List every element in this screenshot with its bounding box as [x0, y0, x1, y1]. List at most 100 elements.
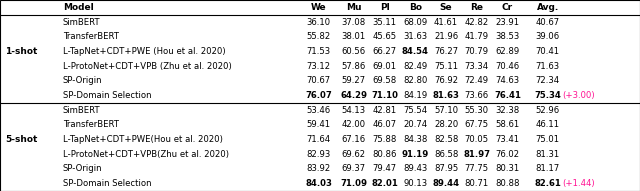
Text: 73.12: 73.12: [307, 62, 331, 71]
Text: 28.20: 28.20: [434, 120, 458, 129]
Text: Bo: Bo: [409, 3, 422, 12]
Text: 67.75: 67.75: [465, 120, 489, 129]
Text: 36.10: 36.10: [307, 18, 331, 27]
Text: 46.07: 46.07: [372, 120, 397, 129]
Text: Re: Re: [470, 3, 483, 12]
Text: 32.38: 32.38: [495, 106, 520, 115]
Text: 23.91: 23.91: [495, 18, 520, 27]
Text: 62.89: 62.89: [495, 47, 520, 56]
Text: 71.10: 71.10: [371, 91, 398, 100]
Text: We: We: [311, 3, 326, 12]
Text: 31.63: 31.63: [403, 32, 428, 41]
Text: 81.31: 81.31: [536, 150, 560, 159]
Text: 5-shot: 5-shot: [5, 135, 38, 144]
Text: 76.41: 76.41: [494, 91, 521, 100]
Text: 71.09: 71.09: [340, 179, 367, 188]
Text: Se: Se: [440, 3, 452, 12]
Text: Pl: Pl: [380, 3, 390, 12]
Text: 81.17: 81.17: [536, 164, 560, 173]
Text: 55.30: 55.30: [465, 106, 489, 115]
Text: 81.97: 81.97: [463, 150, 490, 159]
Text: SP-Origin: SP-Origin: [63, 164, 102, 173]
Text: 82.80: 82.80: [403, 76, 428, 85]
Text: 42.82: 42.82: [465, 18, 489, 27]
Text: 91.19: 91.19: [402, 150, 429, 159]
Text: 71.53: 71.53: [307, 47, 331, 56]
Text: L-ProtoNet+CDT+VPB(Zhu et al. 2020): L-ProtoNet+CDT+VPB(Zhu et al. 2020): [63, 150, 228, 159]
Text: 45.65: 45.65: [372, 32, 397, 41]
Text: 55.82: 55.82: [307, 32, 331, 41]
Text: 66.27: 66.27: [372, 47, 397, 56]
Text: 79.47: 79.47: [372, 164, 397, 173]
Text: SP-Origin: SP-Origin: [63, 76, 102, 85]
Text: 80.31: 80.31: [495, 164, 520, 173]
Text: Cr: Cr: [502, 3, 513, 12]
Text: 84.19: 84.19: [403, 91, 428, 100]
Text: 57.86: 57.86: [342, 62, 366, 71]
Text: (+1.44): (+1.44): [563, 179, 595, 188]
Text: SimBERT: SimBERT: [63, 18, 100, 27]
Text: Avg.: Avg.: [537, 3, 559, 12]
Text: 80.71: 80.71: [465, 179, 489, 188]
Text: 41.79: 41.79: [465, 32, 489, 41]
Text: 75.34: 75.34: [534, 91, 561, 100]
Text: 70.05: 70.05: [465, 135, 489, 144]
Text: 89.44: 89.44: [433, 179, 460, 188]
Text: SP-Domain Selection: SP-Domain Selection: [63, 179, 151, 188]
Text: TransferBERT: TransferBERT: [63, 32, 119, 41]
Text: 89.43: 89.43: [403, 164, 428, 173]
Text: Model: Model: [63, 3, 93, 12]
Text: 72.49: 72.49: [465, 76, 489, 85]
Text: 59.27: 59.27: [342, 76, 366, 85]
Text: 60.56: 60.56: [342, 47, 366, 56]
Text: 74.63: 74.63: [495, 76, 520, 85]
Text: 90.13: 90.13: [403, 179, 428, 188]
Text: 87.95: 87.95: [434, 164, 458, 173]
Text: 84.03: 84.03: [305, 179, 332, 188]
Text: L-TapNet+CDT+PWE (Hou et al. 2020): L-TapNet+CDT+PWE (Hou et al. 2020): [63, 47, 225, 56]
Text: 75.01: 75.01: [536, 135, 560, 144]
Text: 86.58: 86.58: [434, 150, 458, 159]
Text: 80.86: 80.86: [372, 150, 397, 159]
Text: 54.13: 54.13: [342, 106, 366, 115]
Text: 20.74: 20.74: [403, 120, 428, 129]
Text: 64.29: 64.29: [340, 91, 367, 100]
Text: 21.96: 21.96: [434, 32, 458, 41]
Text: 76.27: 76.27: [434, 47, 458, 56]
Text: 73.66: 73.66: [465, 91, 489, 100]
Text: 70.67: 70.67: [307, 76, 331, 85]
Text: 38.01: 38.01: [342, 32, 366, 41]
Text: 37.08: 37.08: [342, 18, 366, 27]
Text: (+3.00): (+3.00): [563, 91, 595, 100]
Text: 82.58: 82.58: [434, 135, 458, 144]
Text: 73.41: 73.41: [495, 135, 520, 144]
Text: L-TapNet+CDT+PWE(Hou et al. 2020): L-TapNet+CDT+PWE(Hou et al. 2020): [63, 135, 223, 144]
Text: Mu: Mu: [346, 3, 362, 12]
Text: 52.96: 52.96: [536, 106, 560, 115]
Text: 75.11: 75.11: [434, 62, 458, 71]
Text: TransferBERT: TransferBERT: [63, 120, 119, 129]
Text: 73.34: 73.34: [465, 62, 489, 71]
Text: 81.63: 81.63: [433, 91, 460, 100]
Text: 76.92: 76.92: [434, 76, 458, 85]
Text: SP-Domain Selection: SP-Domain Selection: [63, 91, 151, 100]
Text: 76.02: 76.02: [495, 150, 520, 159]
Text: 70.41: 70.41: [536, 47, 560, 56]
Text: 46.11: 46.11: [536, 120, 560, 129]
Text: 41.61: 41.61: [434, 18, 458, 27]
Text: 69.58: 69.58: [372, 76, 397, 85]
Text: 77.75: 77.75: [465, 164, 489, 173]
Text: 82.61: 82.61: [534, 179, 561, 188]
Text: 82.49: 82.49: [403, 62, 428, 71]
Text: 40.67: 40.67: [536, 18, 560, 27]
Text: 59.41: 59.41: [307, 120, 331, 129]
Text: 80.88: 80.88: [495, 179, 520, 188]
Text: 71.63: 71.63: [536, 62, 560, 71]
Text: 82.01: 82.01: [371, 179, 398, 188]
Text: 58.61: 58.61: [495, 120, 520, 129]
Text: 72.34: 72.34: [536, 76, 560, 85]
Text: 68.09: 68.09: [403, 18, 428, 27]
Text: 76.07: 76.07: [305, 91, 332, 100]
Text: 42.00: 42.00: [342, 120, 366, 129]
Text: 82.93: 82.93: [307, 150, 331, 159]
